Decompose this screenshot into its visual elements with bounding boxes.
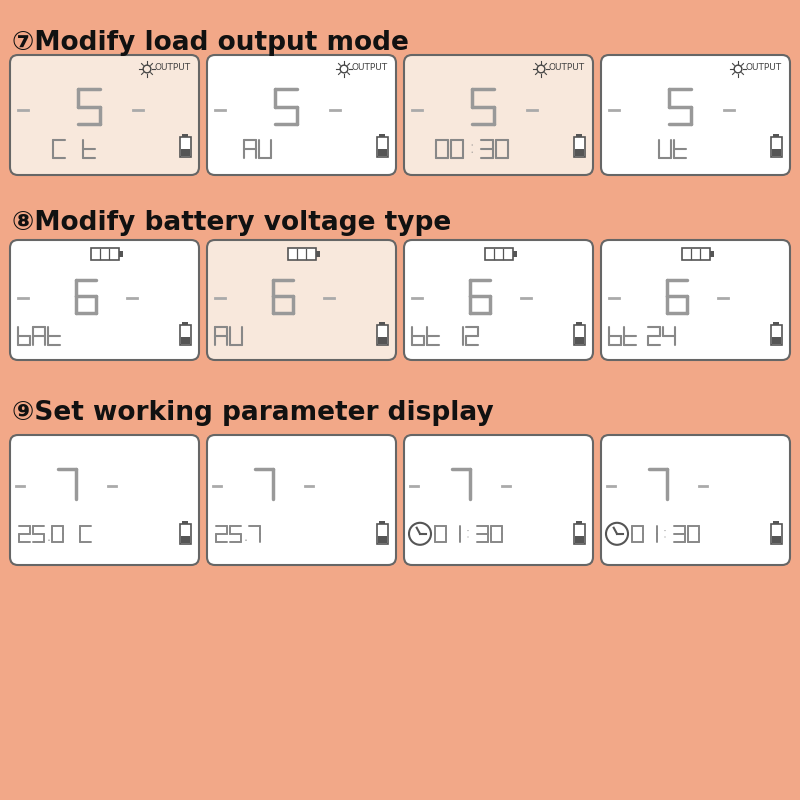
Text: ⑧Modify battery voltage type: ⑧Modify battery voltage type (12, 210, 451, 236)
FancyBboxPatch shape (404, 55, 593, 175)
Bar (770, 524, 782, 544)
Text: ⑨Set working parameter display: ⑨Set working parameter display (12, 400, 494, 426)
Bar (574, 536, 583, 542)
Bar (771, 150, 781, 157)
Circle shape (472, 144, 473, 146)
Bar (574, 524, 585, 544)
Circle shape (472, 152, 473, 153)
Bar (179, 524, 190, 544)
FancyBboxPatch shape (404, 240, 593, 360)
Bar (485, 248, 513, 260)
FancyBboxPatch shape (207, 55, 396, 175)
Bar (179, 138, 190, 158)
Circle shape (665, 530, 666, 531)
Bar (576, 134, 582, 138)
Bar (574, 150, 583, 157)
Bar (710, 251, 714, 257)
FancyBboxPatch shape (10, 55, 199, 175)
Bar (181, 337, 190, 344)
Bar (379, 134, 385, 138)
Bar (379, 521, 385, 524)
Bar (182, 134, 188, 138)
Bar (377, 325, 387, 345)
Bar (576, 521, 582, 524)
Bar (315, 251, 319, 257)
Bar (182, 322, 188, 325)
FancyBboxPatch shape (601, 240, 790, 360)
FancyBboxPatch shape (207, 240, 396, 360)
FancyBboxPatch shape (404, 435, 593, 565)
Bar (770, 138, 782, 158)
Bar (181, 536, 190, 542)
FancyBboxPatch shape (207, 435, 396, 565)
Bar (118, 251, 122, 257)
Bar (771, 337, 781, 344)
Circle shape (467, 530, 469, 531)
Circle shape (48, 539, 50, 541)
Bar (774, 521, 778, 524)
Bar (576, 322, 582, 325)
Circle shape (467, 537, 469, 538)
Bar (377, 138, 387, 158)
Text: OUTPUT: OUTPUT (549, 63, 585, 72)
FancyBboxPatch shape (10, 240, 199, 360)
Bar (378, 150, 386, 157)
Bar (574, 325, 585, 345)
Bar (179, 325, 190, 345)
Bar (770, 325, 782, 345)
Bar (287, 248, 315, 260)
Bar (574, 337, 583, 344)
Bar (682, 248, 710, 260)
FancyBboxPatch shape (601, 55, 790, 175)
Bar (378, 536, 386, 542)
Bar (774, 322, 778, 325)
Bar (90, 248, 118, 260)
Text: OUTPUT: OUTPUT (352, 63, 388, 72)
Bar (181, 150, 190, 157)
Bar (377, 524, 387, 544)
Bar (378, 337, 386, 344)
Text: OUTPUT: OUTPUT (746, 63, 782, 72)
Bar (774, 134, 778, 138)
Bar (182, 521, 188, 524)
Text: ⑦Modify load output mode: ⑦Modify load output mode (12, 30, 409, 56)
Bar (379, 322, 385, 325)
FancyBboxPatch shape (10, 435, 199, 565)
Bar (574, 138, 585, 158)
Bar (513, 251, 517, 257)
Bar (771, 536, 781, 542)
Text: OUTPUT: OUTPUT (155, 63, 191, 72)
Circle shape (665, 537, 666, 538)
FancyBboxPatch shape (601, 435, 790, 565)
